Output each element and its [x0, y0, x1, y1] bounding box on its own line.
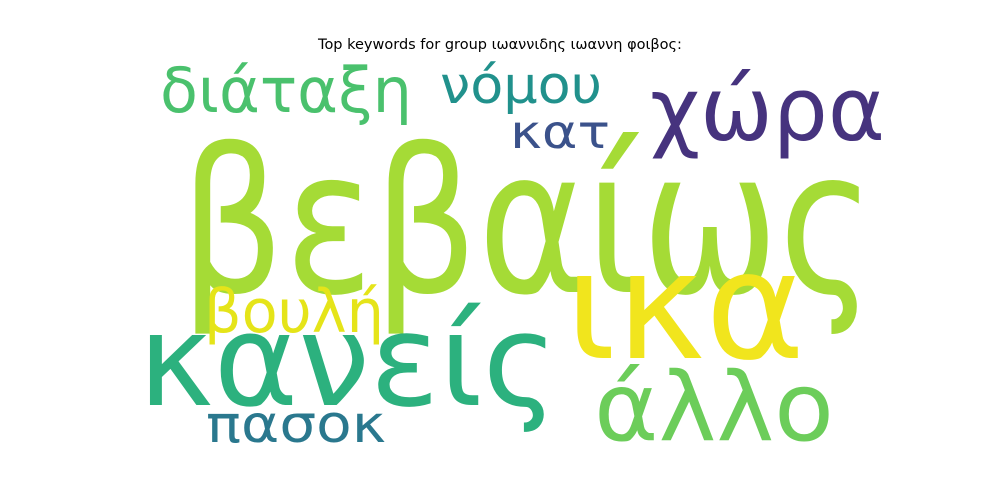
- word-5: άλλο: [594, 353, 834, 463]
- word-6: διάταξη: [160, 54, 412, 127]
- word-10: πασοκ: [206, 395, 386, 455]
- word-3: κανείς: [138, 287, 558, 436]
- word-9: βουλή: [204, 277, 384, 347]
- word-7: νόμου: [440, 56, 602, 116]
- word-2: ικα: [565, 220, 805, 394]
- chart-title: Top keywords for group ιωαννιδης ιωαννη …: [318, 37, 682, 53]
- word-1: βεβαίως: [180, 107, 875, 340]
- word-4: χώρα: [650, 58, 885, 161]
- word-8: κατ: [510, 105, 610, 159]
